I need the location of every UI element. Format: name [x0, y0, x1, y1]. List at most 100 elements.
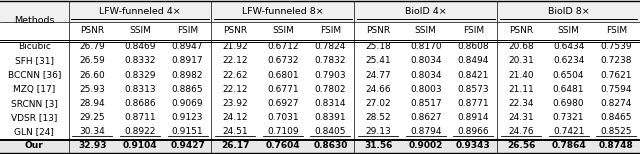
- Text: SSIM: SSIM: [272, 26, 294, 35]
- Text: 24.77: 24.77: [365, 71, 391, 80]
- Text: 0.8573: 0.8573: [458, 85, 489, 94]
- Text: SRCNN [3]: SRCNN [3]: [11, 99, 58, 108]
- Text: 26.60: 26.60: [79, 71, 105, 80]
- Text: 31.56: 31.56: [364, 141, 392, 150]
- Text: 0.7832: 0.7832: [315, 56, 346, 65]
- Text: SSIM: SSIM: [557, 26, 579, 35]
- Text: 0.7031: 0.7031: [267, 113, 299, 122]
- Text: 0.8034: 0.8034: [410, 56, 442, 65]
- Text: 0.8627: 0.8627: [410, 113, 442, 122]
- Text: 22.62: 22.62: [223, 71, 248, 80]
- Text: 0.8034: 0.8034: [410, 71, 442, 80]
- Text: 0.8794: 0.8794: [410, 127, 442, 136]
- Text: 28.94: 28.94: [79, 99, 105, 108]
- Text: 0.8003: 0.8003: [410, 85, 442, 94]
- Text: 0.9069: 0.9069: [172, 99, 204, 108]
- Text: 24.31: 24.31: [508, 113, 534, 122]
- Text: SSIM: SSIM: [415, 26, 436, 35]
- Text: 0.8865: 0.8865: [172, 85, 204, 94]
- Text: 28.52: 28.52: [365, 113, 391, 122]
- Text: 29.25: 29.25: [79, 113, 105, 122]
- Text: 0.9123: 0.9123: [172, 113, 204, 122]
- Text: PSNR: PSNR: [223, 26, 247, 35]
- Text: 0.8332: 0.8332: [124, 56, 156, 65]
- Text: 0.8313: 0.8313: [124, 85, 156, 94]
- Text: MZQ [17]: MZQ [17]: [13, 85, 56, 94]
- Text: 0.8711: 0.8711: [124, 113, 156, 122]
- Text: 0.7604: 0.7604: [266, 141, 300, 150]
- Text: 24.66: 24.66: [365, 85, 391, 94]
- Text: GLN [24]: GLN [24]: [14, 127, 54, 136]
- Text: 0.6801: 0.6801: [267, 71, 299, 80]
- Text: 0.8329: 0.8329: [124, 71, 156, 80]
- Text: 21.40: 21.40: [508, 71, 534, 80]
- Text: 0.6434: 0.6434: [553, 42, 584, 51]
- Text: PSNR: PSNR: [509, 26, 533, 35]
- Text: 0.6732: 0.6732: [267, 56, 299, 65]
- Text: 26.17: 26.17: [221, 141, 250, 150]
- Text: 22.12: 22.12: [223, 85, 248, 94]
- Text: 0.8917: 0.8917: [172, 56, 204, 65]
- Text: 21.92: 21.92: [222, 42, 248, 51]
- Text: 0.8947: 0.8947: [172, 42, 204, 51]
- Text: 21.11: 21.11: [508, 85, 534, 94]
- Text: 0.6481: 0.6481: [553, 85, 584, 94]
- Text: 0.6504: 0.6504: [553, 71, 584, 80]
- Text: 0.9002: 0.9002: [408, 141, 443, 150]
- Text: FSIM: FSIM: [463, 26, 484, 35]
- Text: 25.18: 25.18: [365, 42, 391, 51]
- Text: 0.8170: 0.8170: [410, 42, 442, 51]
- Text: 0.7621: 0.7621: [600, 71, 632, 80]
- Text: 0.8630: 0.8630: [313, 141, 348, 150]
- Text: 26.79: 26.79: [79, 42, 105, 51]
- Text: 0.9104: 0.9104: [123, 141, 157, 150]
- Text: 0.8922: 0.8922: [124, 127, 156, 136]
- Text: 0.7824: 0.7824: [315, 42, 346, 51]
- Text: 0.8686: 0.8686: [124, 99, 156, 108]
- Bar: [0, 0, 640, 22]
- Text: 0.8405: 0.8405: [315, 127, 346, 136]
- Text: 0.7109: 0.7109: [267, 127, 299, 136]
- Text: 25.41: 25.41: [365, 56, 391, 65]
- Text: BioID 4×: BioID 4×: [405, 7, 447, 16]
- Text: 0.7238: 0.7238: [600, 56, 632, 65]
- Text: FSIM: FSIM: [320, 26, 341, 35]
- Text: SFH [31]: SFH [31]: [15, 56, 54, 65]
- Text: 24.76: 24.76: [508, 127, 534, 136]
- Text: 29.13: 29.13: [365, 127, 391, 136]
- Text: 0.8494: 0.8494: [458, 56, 489, 65]
- Text: 0.8421: 0.8421: [458, 71, 489, 80]
- Text: 0.7539: 0.7539: [600, 42, 632, 51]
- Text: 0.8608: 0.8608: [458, 42, 489, 51]
- Text: 0.6771: 0.6771: [267, 85, 299, 94]
- Text: 27.02: 27.02: [365, 99, 391, 108]
- Text: 0.8982: 0.8982: [172, 71, 204, 80]
- Text: 0.8314: 0.8314: [315, 99, 346, 108]
- Text: 0.6927: 0.6927: [267, 99, 299, 108]
- Text: 0.8391: 0.8391: [315, 113, 346, 122]
- Text: 26.56: 26.56: [507, 141, 535, 150]
- Text: Methods: Methods: [14, 16, 54, 25]
- Text: LFW-funneled 8×: LFW-funneled 8×: [242, 7, 324, 16]
- Text: BCCNN [36]: BCCNN [36]: [8, 71, 61, 80]
- Text: 0.8748: 0.8748: [599, 141, 634, 150]
- Text: 0.7594: 0.7594: [600, 85, 632, 94]
- Text: 0.7864: 0.7864: [551, 141, 586, 150]
- Text: 0.8517: 0.8517: [410, 99, 442, 108]
- Text: 24.12: 24.12: [223, 113, 248, 122]
- Text: FSIM: FSIM: [605, 26, 627, 35]
- Text: Bicubic: Bicubic: [18, 42, 51, 51]
- Text: 0.9151: 0.9151: [172, 127, 204, 136]
- Text: PSNR: PSNR: [80, 26, 104, 35]
- Text: 26.59: 26.59: [79, 56, 105, 65]
- Text: 0.9427: 0.9427: [170, 141, 205, 150]
- Text: 0.6980: 0.6980: [553, 99, 584, 108]
- Text: BioID 8×: BioID 8×: [548, 7, 589, 16]
- Text: 25.93: 25.93: [79, 85, 105, 94]
- Text: 0.8465: 0.8465: [600, 113, 632, 122]
- Text: VDSR [13]: VDSR [13]: [11, 113, 58, 122]
- Text: Our: Our: [25, 141, 44, 150]
- Text: 22.12: 22.12: [223, 56, 248, 65]
- Text: LFW-funneled 4×: LFW-funneled 4×: [99, 7, 181, 16]
- Text: 0.8469: 0.8469: [124, 42, 156, 51]
